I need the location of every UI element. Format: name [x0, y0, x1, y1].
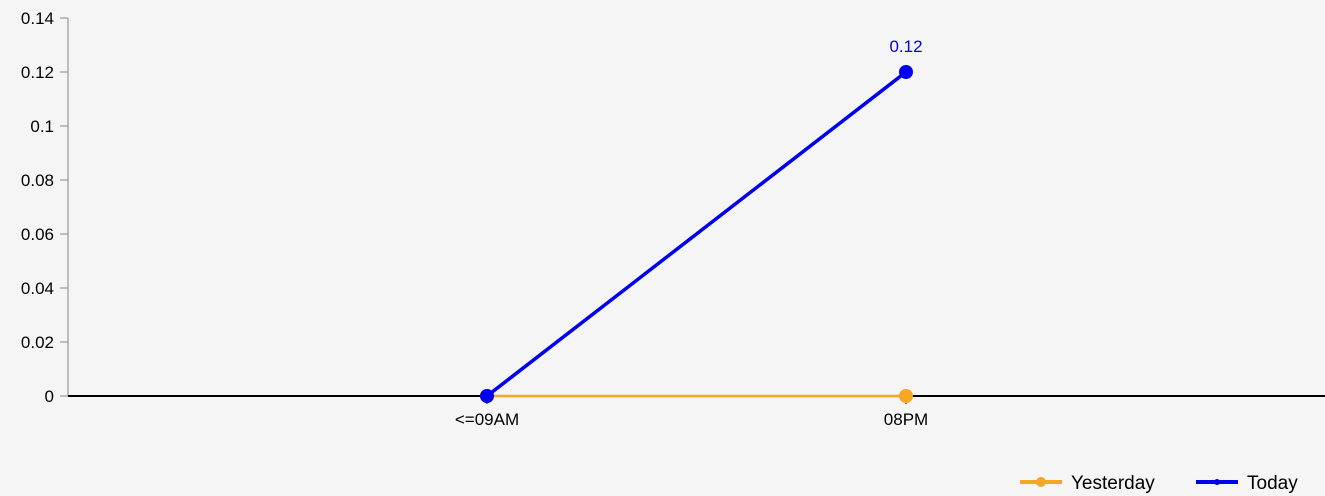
y-tick-label: 0.14	[21, 9, 54, 28]
data-labels: 0.12	[889, 37, 922, 56]
legend-swatch-marker	[1036, 477, 1046, 487]
legend-label: Yesterday	[1071, 473, 1155, 494]
x-tick-label: <=09AM	[455, 410, 519, 429]
y-tick-label: 0.02	[21, 333, 54, 352]
axes: 0 0.02 0.04 0.06 0.08 0.1 0.12 0.14 <=09AM 08PM	[21, 9, 1325, 429]
y-tick-label: 0.06	[21, 225, 54, 244]
x-tick-label: 08PM	[884, 410, 928, 429]
legend-item-today[interactable]: Today	[1196, 473, 1298, 494]
y-tick-label: 0	[45, 387, 54, 406]
data-point-today[interactable]	[480, 389, 494, 403]
series-layer	[480, 65, 913, 403]
data-point-yesterday[interactable]	[899, 389, 913, 403]
series-yesterday	[480, 389, 913, 403]
legend[interactable]: Yesterday Today	[1020, 473, 1298, 494]
legend-swatch-marker	[1214, 479, 1220, 485]
series-today	[480, 65, 913, 403]
legend-label: Today	[1247, 473, 1298, 494]
legend-item-yesterday[interactable]: Yesterday	[1020, 473, 1155, 494]
y-tick-label: 0.08	[21, 171, 54, 190]
data-point-today[interactable]	[899, 65, 913, 79]
data-label: 0.12	[889, 37, 922, 56]
y-tick-label: 0.1	[30, 117, 54, 136]
y-tick-label: 0.04	[21, 279, 54, 298]
series-line-today	[485, 70, 908, 398]
y-tick-label: 0.12	[21, 63, 54, 82]
